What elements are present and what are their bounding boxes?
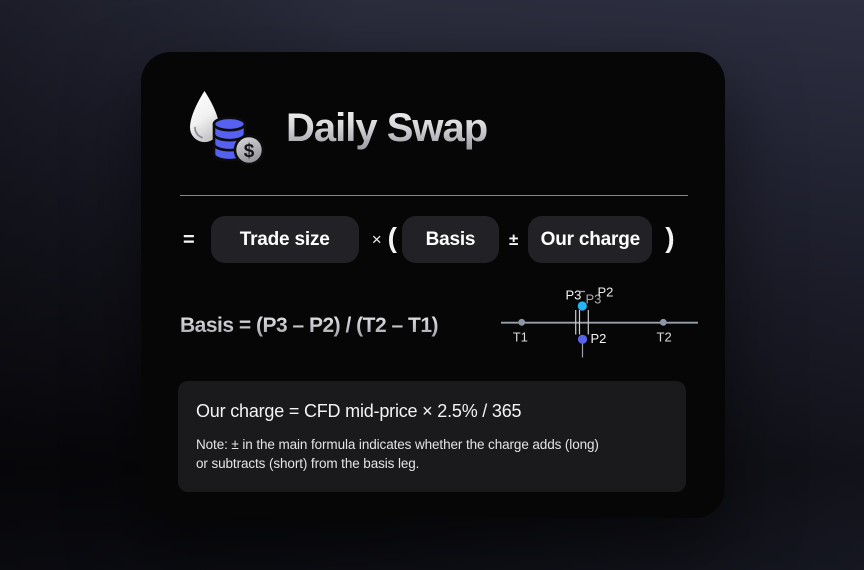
t2-dot: [659, 318, 667, 326]
open-paren: (: [387, 222, 397, 253]
our-charge-note: Note: ± in the main formula indicates wh…: [196, 435, 599, 473]
basis-equation: Basis = (P3 – P2) / (T2 – T1): [180, 314, 439, 337]
t1-label: T1: [513, 330, 528, 345]
droplet-shape: [190, 91, 220, 143]
basis-timeline-diagram: T1 T2 P2 P3 P3 P2: [501, 285, 698, 358]
equals-sign: =: [183, 228, 195, 251]
p3-ghost-label: P3: [586, 292, 602, 307]
p2-label: P2: [591, 331, 607, 346]
our-charge-note-line1: Note: ± in the main formula indicates wh…: [196, 437, 599, 452]
our-charge-note-line2: or subtracts (short) from the basis leg.: [196, 456, 420, 471]
our-charge-panel: Our charge = CFD mid-price × 2.5% / 365 …: [178, 381, 686, 492]
our-charge-chip[interactable]: Our charge: [528, 216, 653, 263]
basis-chip[interactable]: Basis: [401, 216, 499, 263]
p3-label: P3: [566, 288, 582, 303]
daily-swap-card: $ Daily Swap = Trade size × ( Basis ± Ou…: [141, 52, 725, 518]
divider: [180, 195, 688, 196]
p2-dot: [577, 334, 588, 344]
p2-top-label: P2: [598, 285, 614, 300]
droplet-highlight: [194, 126, 203, 139]
t2-label: T2: [657, 330, 672, 345]
trade-size-chip[interactable]: Trade size: [210, 216, 359, 263]
dollar-coin-icon: $: [233, 134, 264, 165]
droplet-coins-icon: $: [190, 91, 264, 165]
multiply-sign: ×: [371, 230, 382, 249]
page-title: Daily Swap: [286, 106, 488, 150]
p3-dot: [577, 301, 587, 311]
plus-minus-sign: ±: [508, 230, 519, 249]
main-formula-row: = Trade size × ( Basis ± Our charge ): [183, 216, 675, 263]
svg-text:$: $: [244, 141, 255, 162]
close-paren: ): [665, 222, 675, 253]
t1-dot: [518, 318, 526, 326]
our-charge-formula: Our charge = CFD mid-price × 2.5% / 365: [196, 401, 522, 421]
